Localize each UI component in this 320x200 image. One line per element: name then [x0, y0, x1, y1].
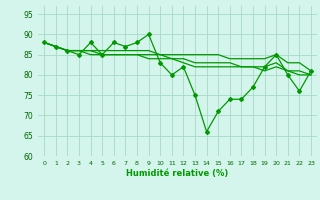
X-axis label: Humidité relative (%): Humidité relative (%) — [126, 169, 229, 178]
